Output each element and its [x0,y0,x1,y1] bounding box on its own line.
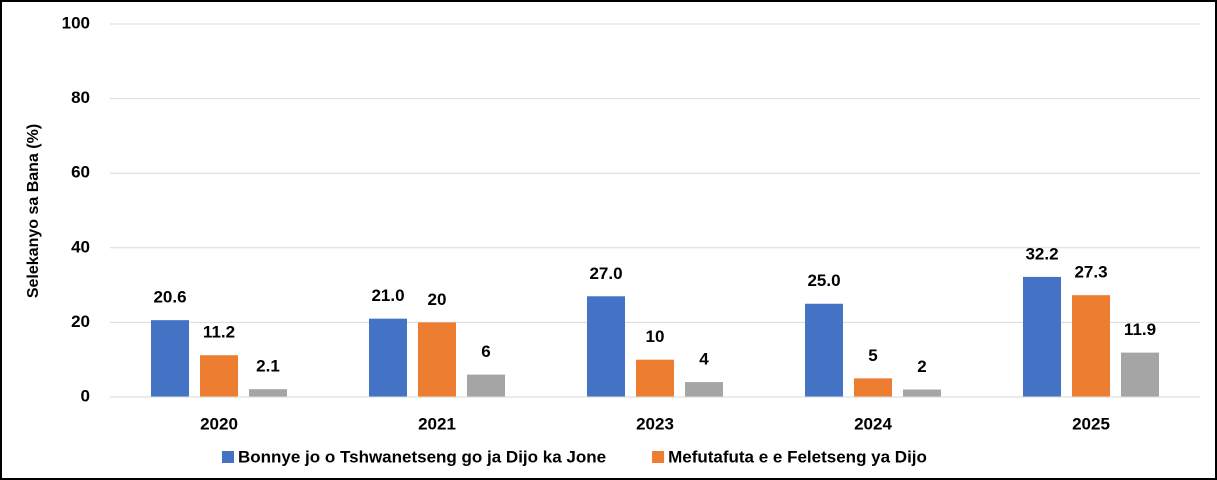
bar [467,374,505,397]
x-tick-label: 2020 [200,414,238,433]
data-label: 10 [646,327,665,346]
bar [587,296,625,397]
data-label: 11.2 [203,323,235,342]
data-label: 21.0 [371,286,404,305]
legend-label: Bonnye jo o Tshwanetseng go ja Dijo ka J… [238,447,606,466]
data-label: 27.3 [1074,263,1107,282]
bar [418,322,456,397]
data-label: 11.9 [1124,320,1156,339]
legend-label: Mefutafuta e e Feletseng ya Dijo [668,447,927,466]
bar [1121,352,1159,397]
data-label: 27.0 [589,264,622,283]
y-tick-label: 100 [62,13,90,32]
data-label: 25.0 [807,271,840,290]
data-label: 20.6 [153,288,186,307]
data-label: 32.2 [1025,244,1058,263]
x-tick-label: 2021 [418,414,456,433]
y-tick-label: 20 [71,312,90,331]
x-tick-label: 2025 [1072,414,1110,433]
x-tick-label: 2023 [636,414,674,433]
data-label: 2.1 [256,357,280,376]
y-tick-label: 0 [81,386,90,405]
data-label: 4 [699,350,709,369]
data-label: 6 [481,342,490,361]
legend-swatch [652,451,665,463]
bar [151,320,189,397]
data-label: 20 [428,290,447,309]
y-tick-label: 60 [71,163,90,182]
bar [249,389,287,397]
data-label: 2 [917,357,926,376]
bar [200,355,238,397]
bar [685,382,723,397]
bar [369,318,407,397]
x-tick-label: 2024 [854,414,892,433]
legend-swatch [222,451,234,463]
bar [636,359,674,397]
bar [903,389,941,397]
y-axis-label: Selekanyo sa Bana (%) [25,124,42,298]
bar [1023,276,1061,397]
data-label: 5 [868,346,877,365]
bar [1072,295,1110,397]
y-tick-label: 40 [71,237,90,256]
y-tick-label: 80 [71,88,90,107]
bar [854,378,892,397]
bar [805,303,843,397]
